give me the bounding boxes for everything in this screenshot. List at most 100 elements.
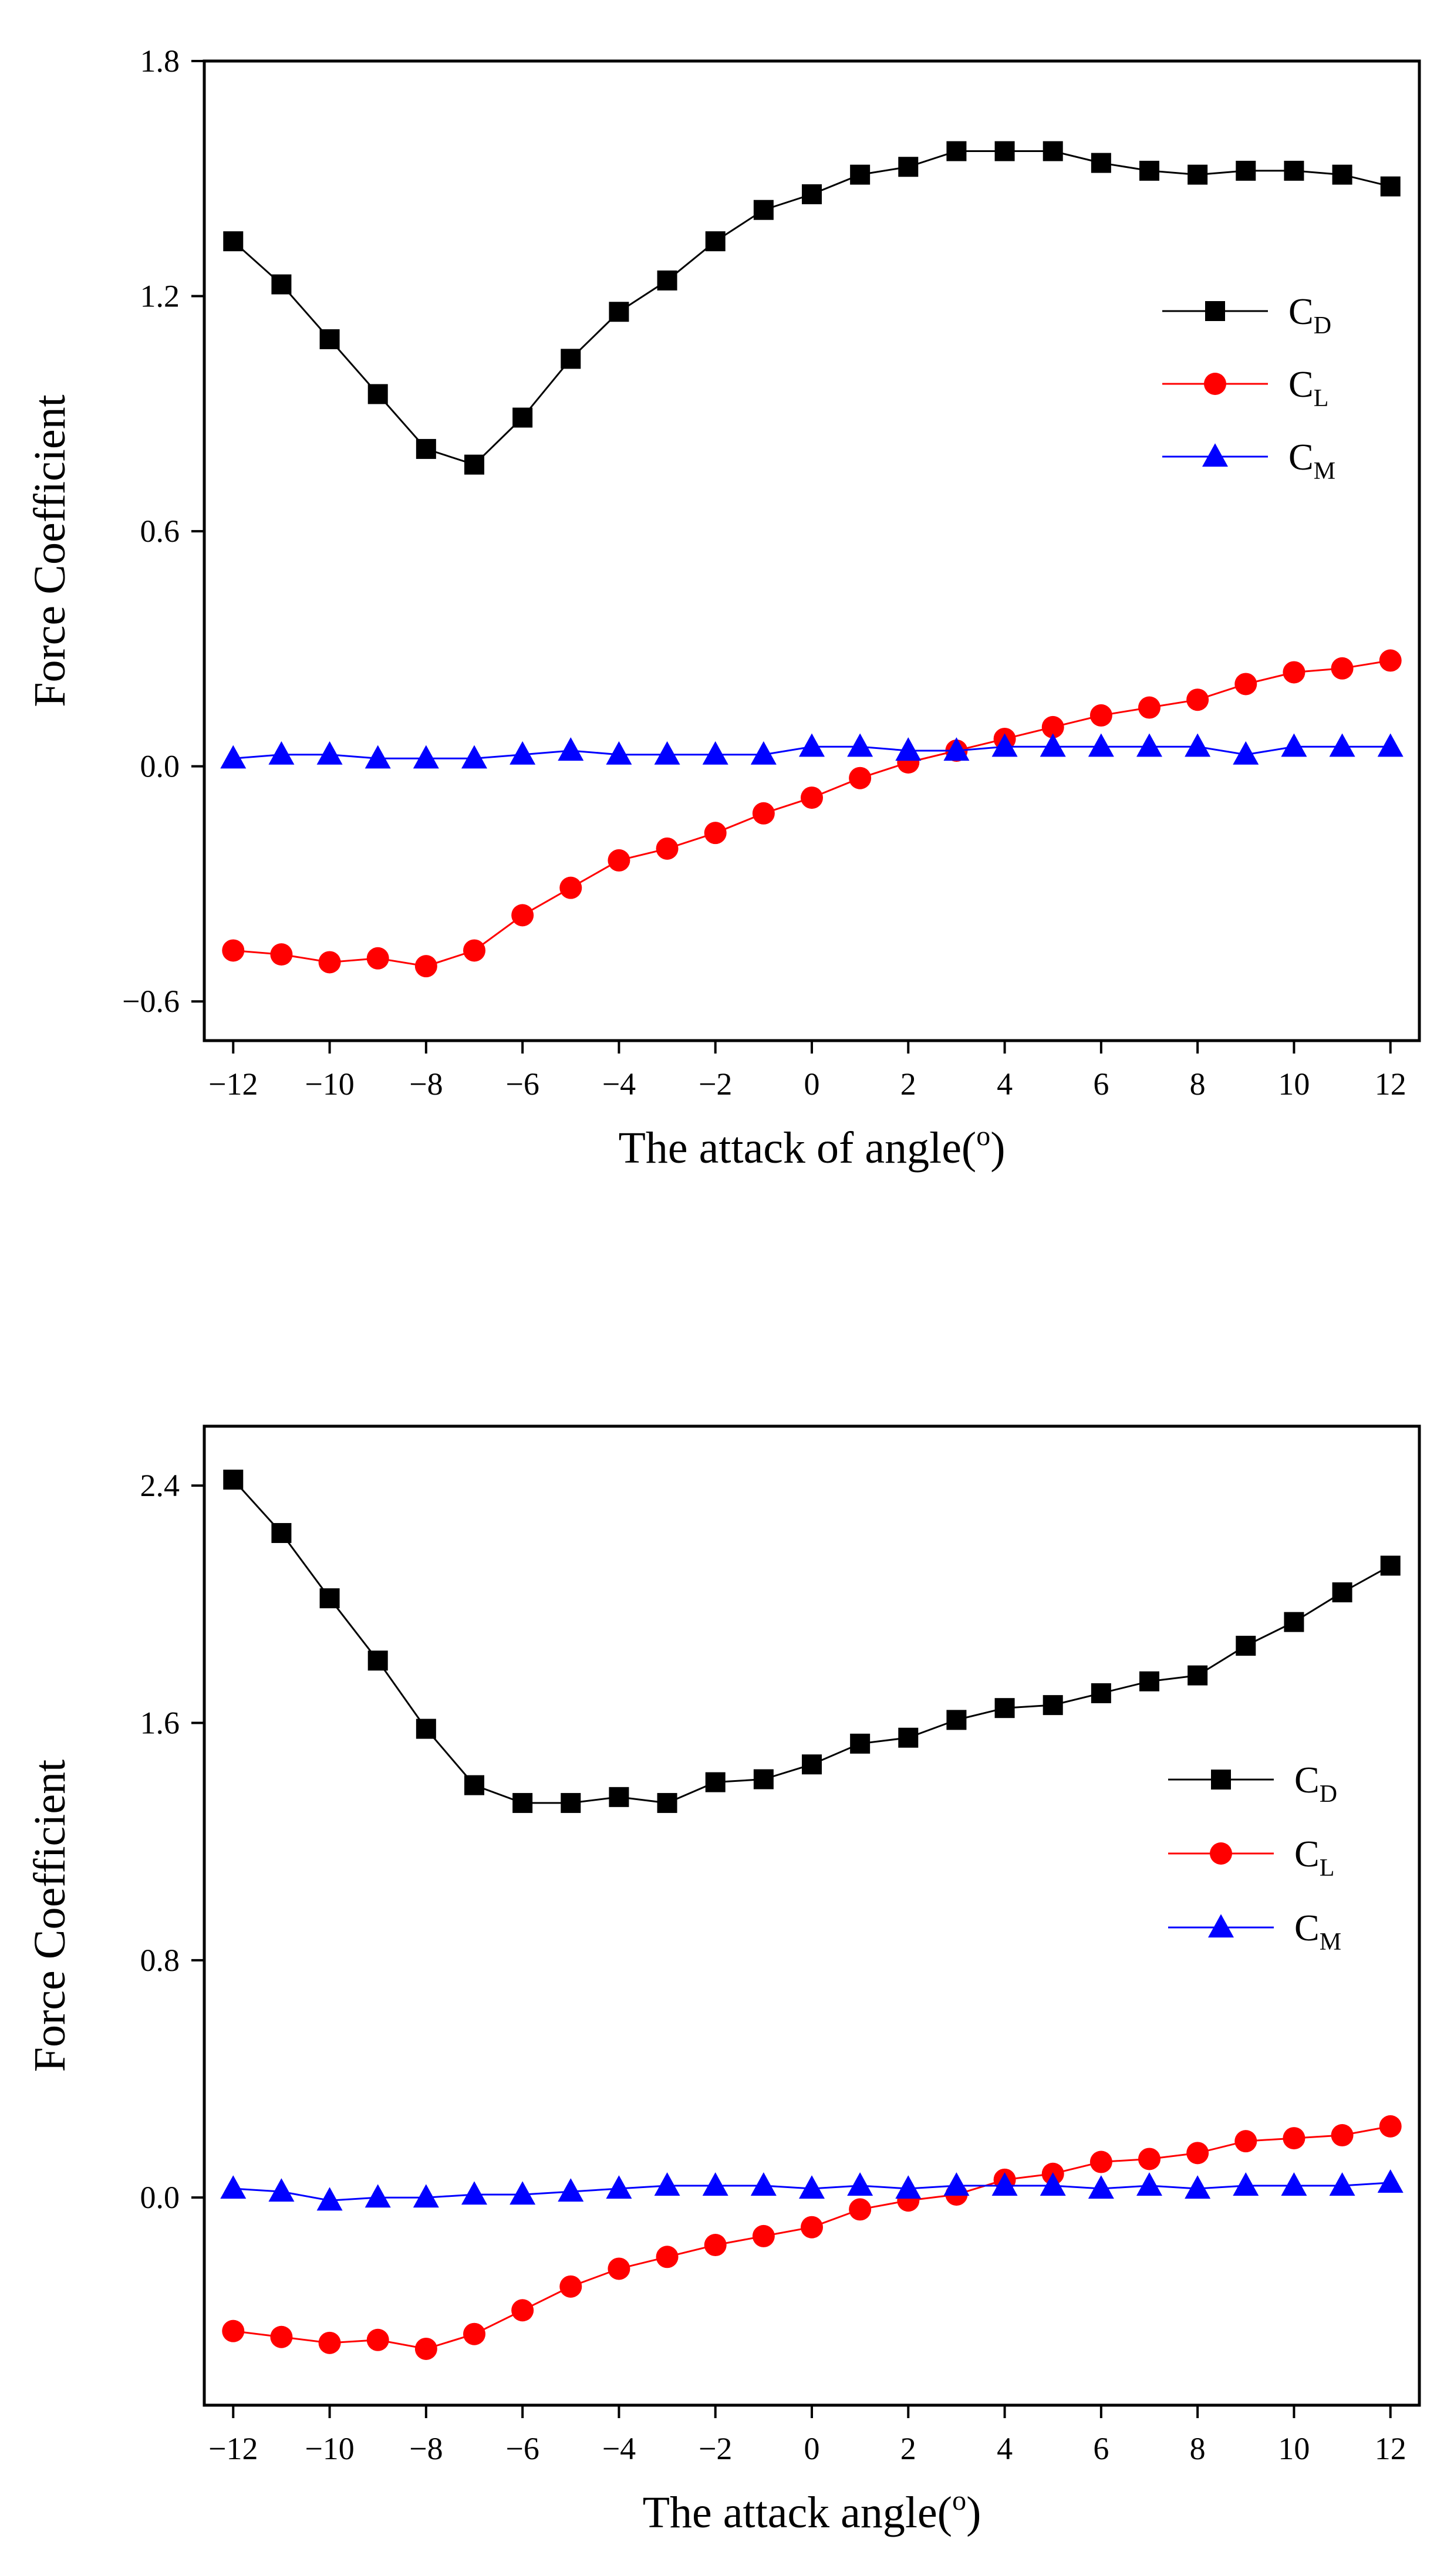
data-point bbox=[1136, 733, 1162, 757]
x-tick-label: 0 bbox=[804, 1066, 820, 1102]
data-point bbox=[753, 1769, 774, 1790]
data-point bbox=[558, 2178, 584, 2202]
data-point bbox=[702, 2172, 728, 2196]
data-point bbox=[1040, 2172, 1066, 2196]
data-point bbox=[512, 1792, 533, 1813]
data-point bbox=[1185, 733, 1211, 757]
data-point bbox=[1139, 160, 1159, 181]
data-point bbox=[1091, 153, 1111, 173]
data-point bbox=[849, 2198, 872, 2221]
x-tick-label: −4 bbox=[602, 1066, 636, 1102]
y-tick-label: 0.0 bbox=[140, 2180, 180, 2215]
data-point bbox=[753, 200, 774, 220]
data-point bbox=[416, 1719, 436, 1739]
data-point bbox=[413, 745, 439, 769]
data-point bbox=[319, 329, 340, 349]
data-point bbox=[657, 270, 677, 291]
data-point bbox=[463, 939, 485, 962]
data-point bbox=[656, 2246, 679, 2268]
legend-label: CD bbox=[1294, 1759, 1337, 1808]
series-CD bbox=[223, 1469, 1401, 1813]
data-point bbox=[704, 2234, 727, 2257]
legend-marker bbox=[1202, 443, 1228, 467]
data-point bbox=[802, 184, 822, 204]
data-point bbox=[366, 947, 389, 970]
y-tick-label: 0.0 bbox=[140, 749, 180, 784]
data-point bbox=[991, 2172, 1018, 2196]
data-point bbox=[702, 741, 728, 765]
series-CM bbox=[220, 733, 1404, 769]
legend-label: CM bbox=[1288, 436, 1335, 485]
data-point bbox=[318, 2331, 341, 2354]
data-point bbox=[657, 1792, 677, 1813]
data-point bbox=[895, 737, 922, 761]
data-point bbox=[1089, 2150, 1112, 2173]
data-point bbox=[850, 1733, 871, 1754]
data-point bbox=[750, 741, 777, 765]
data-point bbox=[609, 1787, 629, 1807]
x-tick-label: 12 bbox=[1375, 1066, 1406, 1102]
data-point bbox=[1284, 160, 1304, 181]
x-tick-label: −10 bbox=[305, 1066, 354, 1102]
data-point bbox=[1136, 2172, 1162, 2196]
data-point bbox=[1284, 1612, 1304, 1632]
x-tick-label: 8 bbox=[1190, 2431, 1206, 2466]
data-point bbox=[705, 231, 726, 252]
legend-marker bbox=[1208, 1914, 1234, 1938]
data-point bbox=[847, 2172, 873, 2196]
data-point bbox=[1329, 2172, 1355, 2196]
data-point bbox=[1331, 2124, 1354, 2147]
data-point bbox=[705, 1772, 726, 1792]
x-tick-label: −2 bbox=[699, 1066, 732, 1102]
data-point bbox=[561, 1792, 581, 1813]
y-tick-label: 1.2 bbox=[140, 279, 180, 314]
data-point bbox=[1332, 164, 1352, 185]
data-point bbox=[1283, 661, 1305, 684]
legend-label: CM bbox=[1294, 1907, 1341, 1956]
data-point bbox=[946, 1710, 967, 1730]
data-point bbox=[1040, 733, 1066, 757]
y-tick-label: 0.8 bbox=[140, 1943, 180, 1978]
data-point bbox=[414, 2337, 437, 2360]
data-point bbox=[1236, 160, 1256, 181]
legend: CD CL CM bbox=[1162, 291, 1335, 485]
legend-marker bbox=[1204, 373, 1226, 395]
data-point bbox=[898, 1727, 919, 1748]
x-tick-label: 10 bbox=[1278, 1066, 1310, 1102]
data-point bbox=[268, 2178, 295, 2202]
data-point bbox=[654, 2172, 680, 2196]
y-axis-title: Force Coefficient bbox=[25, 394, 75, 707]
data-point bbox=[1377, 733, 1404, 757]
data-point bbox=[1138, 696, 1160, 719]
data-point bbox=[1088, 2175, 1114, 2199]
data-point bbox=[1234, 673, 1257, 696]
data-point bbox=[1332, 1582, 1352, 1603]
legend-marker bbox=[1211, 1770, 1231, 1790]
data-point bbox=[1043, 141, 1063, 161]
x-tick-label: −8 bbox=[409, 2431, 443, 2466]
data-point bbox=[558, 737, 584, 761]
legend: CD CL CM bbox=[1168, 1759, 1341, 1956]
data-point bbox=[463, 2322, 485, 2345]
y-tick-label: 1.6 bbox=[140, 1705, 180, 1740]
data-point bbox=[559, 2275, 582, 2298]
data-point bbox=[220, 2175, 247, 2199]
data-point bbox=[1281, 733, 1307, 757]
legend-marker bbox=[1210, 1842, 1232, 1865]
data-point bbox=[271, 274, 292, 295]
chart-1: −12 −10 −8 −6 −4 −2 0 2 4 6 8 10 12 −0.6 0.0 0.6 1.2 1.8 T… bbox=[25, 43, 1421, 1173]
data-point bbox=[316, 741, 343, 765]
data-point bbox=[512, 407, 533, 428]
data-point bbox=[220, 745, 247, 769]
data-point bbox=[223, 1469, 244, 1490]
x-tick-label: −12 bbox=[208, 1066, 258, 1102]
data-point bbox=[1088, 733, 1114, 757]
x-tick-label: −10 bbox=[305, 2431, 354, 2466]
data-point bbox=[1089, 704, 1112, 727]
data-point bbox=[943, 2172, 970, 2196]
data-point bbox=[654, 741, 680, 765]
data-point bbox=[801, 786, 823, 809]
data-point bbox=[413, 2184, 439, 2208]
x-axis-title: The attack of angle(o) bbox=[618, 1120, 1005, 1173]
data-point bbox=[704, 822, 727, 845]
